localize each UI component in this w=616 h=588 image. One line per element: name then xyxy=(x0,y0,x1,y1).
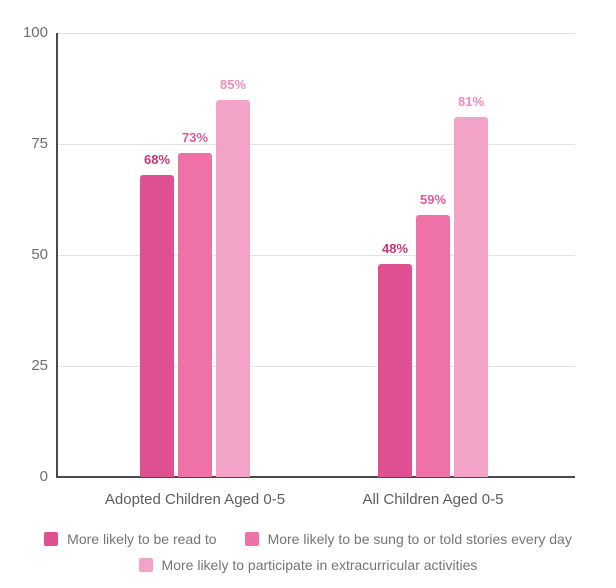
bar-value-label: 48% xyxy=(381,241,409,256)
bar-value-label: 85% xyxy=(219,77,247,92)
legend-item: More likely to participate in extracurri… xyxy=(138,557,478,573)
legend-label: More likely to be read to xyxy=(67,531,217,547)
bar xyxy=(216,100,250,477)
gridline xyxy=(58,33,575,34)
bar-value-label: 73% xyxy=(181,130,209,145)
bar xyxy=(416,215,450,477)
gridline xyxy=(58,366,575,367)
legend-swatch xyxy=(138,558,153,572)
y-tick-label: 75 xyxy=(31,135,48,152)
legend-item: More likely to be sung to or told storie… xyxy=(244,531,572,547)
y-tick-label: 25 xyxy=(31,357,48,374)
gridline xyxy=(58,255,575,256)
y-tick-label: 50 xyxy=(31,246,48,263)
legend-label: More likely to be sung to or told storie… xyxy=(267,531,572,547)
bar-value-label: 68% xyxy=(143,152,171,167)
bar-value-label: 81% xyxy=(457,94,485,109)
bar-value-label: 59% xyxy=(419,192,447,207)
y-tick-label: 100 xyxy=(22,24,48,41)
gridline xyxy=(58,144,575,145)
legend-swatch xyxy=(44,532,59,546)
bar xyxy=(178,153,212,477)
bar xyxy=(378,264,412,477)
x-axis-line xyxy=(58,476,575,478)
legend-label: More likely to participate in extracurri… xyxy=(161,557,478,573)
legend-row: More likely to participate in extracurri… xyxy=(0,556,616,574)
legend-row: More likely to be read to More likely to … xyxy=(0,530,616,548)
bar xyxy=(454,117,488,477)
category-label: All Children Aged 0-5 xyxy=(362,491,504,508)
y-tick-label: 0 xyxy=(39,468,48,485)
y-axis-line xyxy=(56,33,58,478)
bar xyxy=(140,175,174,477)
legend-swatch xyxy=(244,532,259,546)
legend-item: More likely to be read to xyxy=(44,531,217,547)
category-label: Adopted Children Aged 0-5 xyxy=(104,491,286,508)
